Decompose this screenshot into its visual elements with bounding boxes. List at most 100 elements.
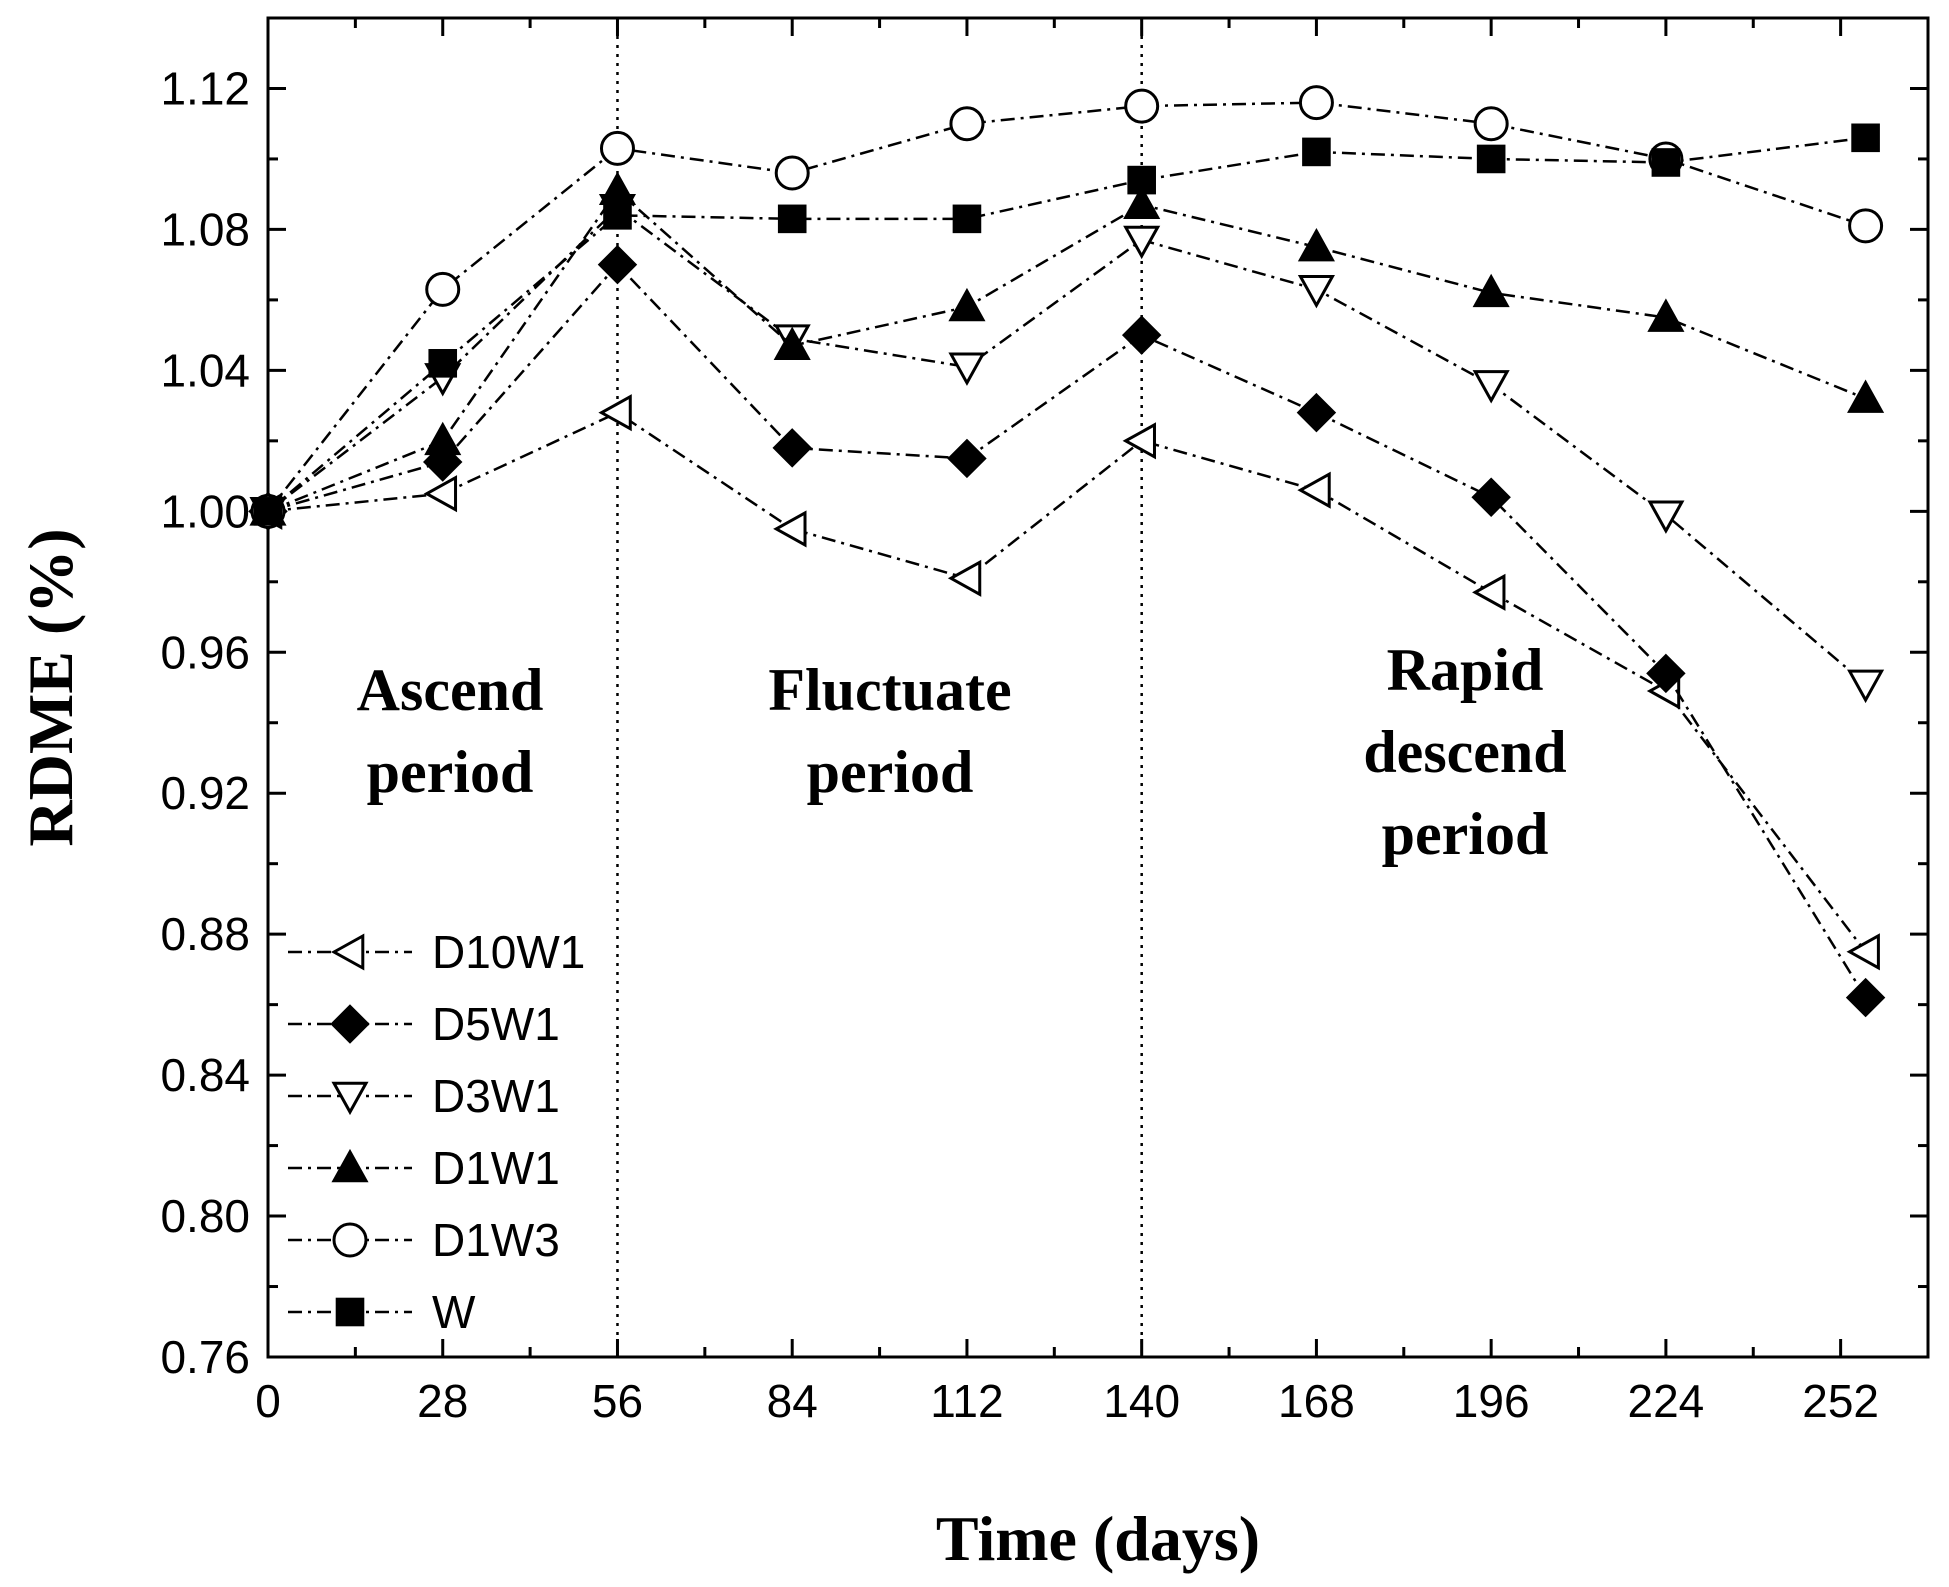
- series-marker: [1297, 471, 1331, 509]
- series-marker: [1848, 208, 1884, 244]
- series-marker: [424, 421, 462, 456]
- series-marker: [1122, 422, 1156, 460]
- y-tick-label: 1.04: [160, 344, 250, 396]
- y-tick-label: 0.84: [160, 1049, 250, 1101]
- series-d1w1: [249, 171, 1885, 526]
- series-w: [253, 123, 1880, 526]
- series-marker: [948, 352, 986, 386]
- series-marker: [1847, 669, 1885, 704]
- series-marker: [1851, 123, 1880, 153]
- series-marker: [952, 204, 982, 234]
- series-marker: [1296, 392, 1337, 433]
- series-line: [267, 206, 1867, 685]
- x-tick-label: 224: [1628, 1375, 1705, 1427]
- series-marker: [598, 394, 632, 432]
- series-marker: [1647, 298, 1685, 332]
- series-marker: [774, 155, 810, 191]
- series-marker: [1472, 573, 1506, 611]
- legend-entry-d10w1: D10W1: [288, 926, 585, 978]
- legend-entry-d1w1: D1W1: [288, 1142, 560, 1194]
- period-annotation-line: period: [1382, 801, 1549, 867]
- series-d1w3: [250, 85, 1884, 529]
- series-marker: [330, 933, 365, 971]
- series-marker: [603, 201, 632, 230]
- series-marker: [425, 271, 461, 307]
- series-line: [267, 101, 1866, 513]
- x-tick-label: 140: [1103, 1375, 1180, 1427]
- series-marker: [1123, 185, 1161, 220]
- y-tick-label: 0.92: [160, 767, 250, 819]
- series-marker: [1473, 106, 1509, 142]
- series-marker: [1472, 370, 1510, 404]
- series-d5w1: [248, 244, 1886, 1018]
- series-marker: [253, 497, 283, 526]
- x-tick-label: 56: [592, 1375, 643, 1427]
- series-marker: [777, 204, 807, 234]
- x-tick-label: 168: [1278, 1375, 1355, 1427]
- series-marker: [1123, 225, 1161, 260]
- series-marker: [1646, 653, 1686, 694]
- y-tick-label: 1.00: [160, 485, 250, 537]
- data-series: [248, 85, 1886, 1018]
- legend-label: D5W1: [432, 998, 560, 1050]
- series-marker: [335, 1297, 365, 1327]
- y-tick-label: 0.96: [160, 626, 250, 678]
- legend-label: D3W1: [432, 1070, 560, 1122]
- series-marker: [1298, 85, 1334, 121]
- y-tick-label: 1.12: [160, 62, 250, 114]
- period-annotation-line: Ascend: [357, 657, 544, 723]
- series-marker: [331, 1081, 369, 1116]
- series-marker: [423, 442, 463, 482]
- x-tick-label: 112: [930, 1375, 1003, 1427]
- period-annotation-line: Fluctuate: [768, 657, 1011, 723]
- plot-frame: [266, 16, 1930, 1359]
- series-marker: [598, 171, 637, 205]
- series-marker: [599, 130, 635, 166]
- legend-label: W: [432, 1286, 476, 1338]
- y-tick-label: 0.88: [160, 908, 250, 960]
- legend-label: D1W1: [432, 1142, 560, 1194]
- series-marker: [1846, 933, 1880, 971]
- series-marker: [1302, 137, 1331, 167]
- series-marker: [773, 326, 811, 361]
- x-tick-label: 84: [767, 1375, 818, 1427]
- series-marker: [1121, 315, 1162, 355]
- series-marker: [948, 287, 986, 322]
- x-tick-label: 0: [255, 1375, 281, 1427]
- x-tick-label: 28: [417, 1375, 468, 1427]
- series-marker: [423, 475, 458, 513]
- series-marker: [1297, 275, 1335, 309]
- series-marker: [1472, 273, 1510, 308]
- x-axis-title: Time (days): [936, 1503, 1260, 1574]
- series-marker: [772, 428, 812, 468]
- plot-area-border: [266, 16, 1930, 1359]
- series-line: [267, 188, 1867, 513]
- series-marker: [1845, 977, 1886, 1018]
- axis-ticks: 0 28 56 84 112 140 168 196 224 252 0.76 0.80 0.84 0.8…: [160, 18, 1928, 1427]
- series-marker: [332, 1222, 368, 1258]
- period-annotation-line: Rapid: [1387, 637, 1544, 703]
- y-tick-label: 1.08: [160, 203, 250, 255]
- series-d3w1: [249, 193, 1885, 704]
- legend-entry-w: W: [288, 1286, 476, 1338]
- series-marker: [1471, 477, 1511, 517]
- legend-entry-d5w1: D5W1: [288, 998, 560, 1050]
- series-marker: [1127, 165, 1156, 195]
- series-marker: [1847, 379, 1885, 413]
- period-annotations: Ascend period Fluctuate period Rapid descend p…: [357, 637, 1567, 867]
- period-annotation-line: descend: [1363, 719, 1566, 785]
- series-marker: [1651, 148, 1681, 177]
- series-marker: [331, 1148, 369, 1183]
- series-marker: [949, 106, 985, 142]
- series-marker: [1647, 500, 1685, 534]
- series-marker: [1476, 144, 1506, 174]
- series-marker: [947, 559, 982, 597]
- series-marker: [773, 510, 807, 548]
- x-tick-label: 252: [1802, 1375, 1879, 1427]
- legend-entry-d3w1: D3W1: [288, 1070, 560, 1122]
- series-line: [267, 262, 1867, 999]
- series-marker: [597, 244, 638, 285]
- series-marker: [947, 438, 987, 479]
- y-tick-label: 0.80: [160, 1190, 250, 1242]
